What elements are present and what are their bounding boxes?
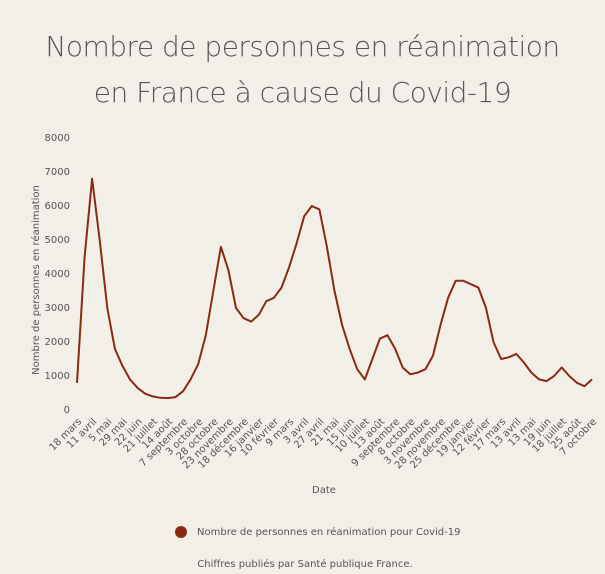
legend-label: Nombre de personnes en réanimation pour … <box>197 526 460 538</box>
y-tick-label: 5000 <box>45 235 70 246</box>
y-tick-label: 4000 <box>45 269 70 280</box>
y-tick-label: 7000 <box>45 167 70 178</box>
y-tick-label: 2000 <box>45 337 70 348</box>
y-tick-label: 1000 <box>45 371 70 382</box>
y-tick-label: 0 <box>64 405 70 416</box>
y-tick-label: 3000 <box>45 303 70 314</box>
legend-marker <box>175 526 187 538</box>
x-axis-label: Date <box>312 485 336 496</box>
note: Chiffres publiés par Santé publique Fran… <box>197 558 412 570</box>
y-tick-label: 6000 <box>45 201 70 212</box>
data-line <box>76 177 593 400</box>
y-tick-label: 8000 <box>45 133 70 144</box>
chart-title: Nombre de personnes en réanimation en Fr… <box>45 30 560 109</box>
y-axis-label: Nombre de personnes en réanimation <box>30 185 42 375</box>
